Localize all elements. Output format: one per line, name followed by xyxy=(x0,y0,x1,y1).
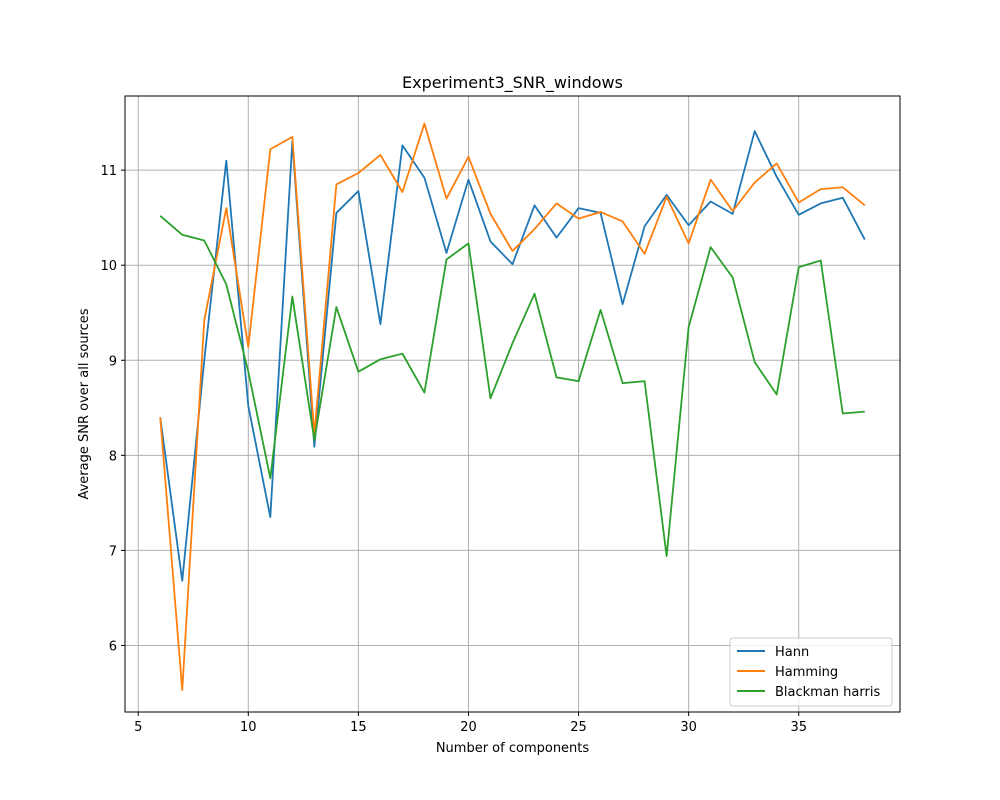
y-tick-label: 10 xyxy=(100,259,117,274)
y-tick-label: 9 xyxy=(109,354,117,369)
x-tick-label: 35 xyxy=(790,720,807,735)
legend: Hann Hamming Blackman harris xyxy=(729,637,893,707)
series-line-hamming xyxy=(159,122,866,692)
x-tick-label: 5 xyxy=(134,720,142,735)
series-line-hann xyxy=(159,130,866,582)
y-axis-label: Average SNR over all sources xyxy=(77,308,92,499)
y-tick-label: 6 xyxy=(109,639,117,654)
legend-label-hann: Hann xyxy=(775,645,809,660)
series-line-blackman-harris xyxy=(159,215,865,557)
y-tick-label: 8 xyxy=(109,449,117,464)
plot-frame xyxy=(124,95,901,713)
ticks-layer: 5 10 15 20 25 30 35 6 7 8 9 10 11 xyxy=(100,164,807,735)
x-axis-label: Number of components xyxy=(436,741,590,756)
grid-layer xyxy=(125,96,900,712)
x-tick-label: 20 xyxy=(460,720,477,735)
y-tick-label: 11 xyxy=(100,164,117,179)
legend-label-hamming: Hamming xyxy=(775,665,838,680)
x-tick-label: 30 xyxy=(680,720,697,735)
legend-box xyxy=(729,637,893,707)
series-layer xyxy=(159,122,866,692)
x-tick-label: 10 xyxy=(240,720,257,735)
chart-title: Experiment3_SNR_windows xyxy=(402,73,623,93)
y-tick-label: 7 xyxy=(109,544,117,559)
x-tick-label: 25 xyxy=(570,720,587,735)
legend-label-blackman-harris: Blackman harris xyxy=(775,685,880,700)
x-tick-label: 15 xyxy=(350,720,367,735)
